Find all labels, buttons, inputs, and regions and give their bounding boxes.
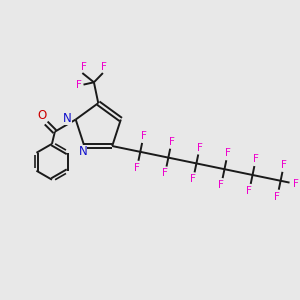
Text: O: O <box>38 109 47 122</box>
Text: F: F <box>141 131 146 141</box>
Text: F: F <box>281 160 287 170</box>
Text: F: F <box>169 137 175 147</box>
Text: F: F <box>76 80 82 90</box>
Text: N: N <box>63 112 72 124</box>
Text: F: F <box>253 154 259 164</box>
Text: F: F <box>162 169 168 178</box>
Text: F: F <box>197 142 203 152</box>
Text: F: F <box>218 180 224 190</box>
Text: F: F <box>81 62 87 72</box>
Text: F: F <box>293 179 299 189</box>
Text: F: F <box>134 163 140 173</box>
Text: F: F <box>101 62 107 72</box>
Text: F: F <box>225 148 231 158</box>
Text: F: F <box>246 186 252 196</box>
Text: F: F <box>274 192 280 202</box>
Text: F: F <box>190 174 196 184</box>
Text: N: N <box>79 145 87 158</box>
